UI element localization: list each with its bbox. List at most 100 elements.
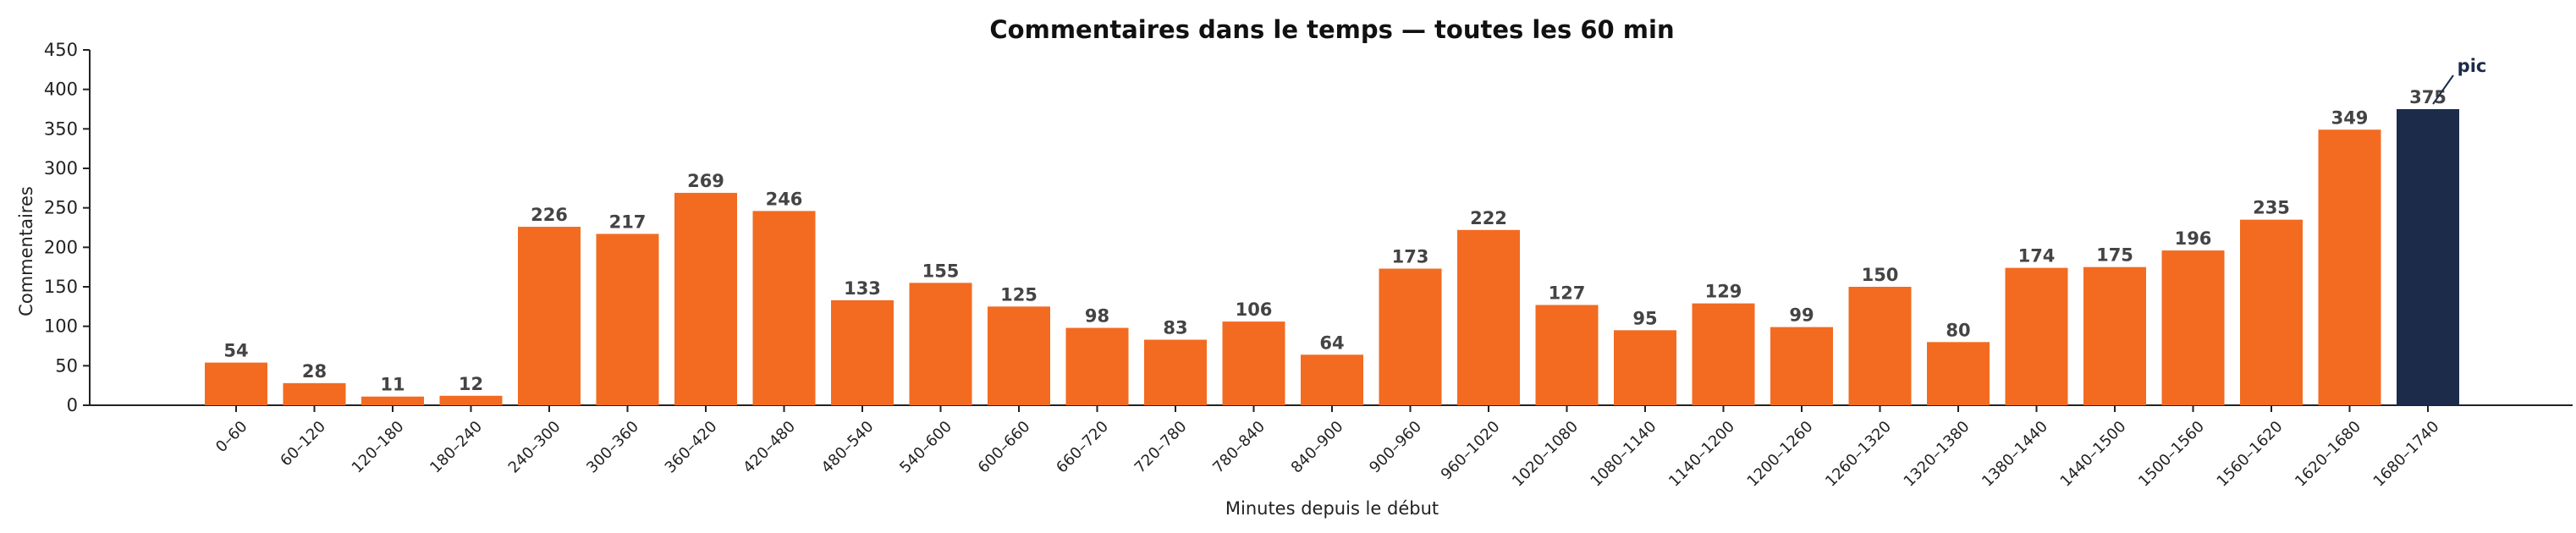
x-tick-label: 1260–1320 [1822,418,1895,491]
data-label: 125 [1000,284,1038,305]
data-label: 150 [1862,265,1899,285]
data-label: 174 [2018,246,2056,266]
x-tick-label: 1620–1680 [2292,418,2364,491]
x-tick-label: 840–900 [1288,418,1347,477]
bar [2083,266,2146,405]
bar [1535,305,1599,405]
y-tick-label: 400 [44,80,78,100]
data-label: 129 [1705,282,1742,302]
x-tick-label: 720–780 [1131,418,1191,477]
y-tick-label: 50 [55,355,78,376]
data-label: 127 [1549,283,1586,303]
data-label: 99 [1789,305,1814,326]
x-tick-label: 300–360 [583,418,642,477]
bar [674,192,737,405]
x-tick-label: 480–540 [818,418,878,477]
y-axis: 0 50 100 150 200 250 300 350 400 450 [44,40,91,415]
x-tick-label: 180–240 [427,418,486,477]
bar [1614,330,1676,405]
x-tick-label: 600–660 [975,418,1034,477]
chart-title: Commentaires dans le temps — toutes les … [989,15,1674,44]
data-label: 222 [1470,208,1507,228]
bar [1457,229,1520,405]
bar [205,362,267,405]
bar [752,211,816,405]
bar [2318,129,2381,405]
annotation-arrow [2432,74,2454,105]
data-label: 173 [1392,247,1429,267]
x-tick-label: 240–300 [505,418,564,477]
data-label: 217 [609,212,647,232]
x-tick-label: 780–840 [1209,418,1269,477]
data-labels: 54 28 11 12 226 217 269 246 133 155 125 98 83 106 64 17… [223,87,2447,395]
x-tick-label: 120–180 [349,418,408,477]
data-label: 155 [922,261,960,281]
bar [361,396,424,405]
data-label: 80 [1946,320,1970,340]
x-tick-label: 1380–1440 [1979,418,2051,491]
data-label: 12 [459,374,483,394]
x-tick-label: 1320–1380 [1901,418,1973,491]
data-label: 83 [1163,318,1187,338]
bar [596,234,659,405]
data-label: 226 [531,205,568,225]
x-tick-label: 1020–1080 [1509,418,1582,491]
bar [831,299,894,405]
data-label: 375 [2409,87,2447,107]
x-tick-label: 360–420 [662,418,721,477]
data-label: 349 [2331,107,2369,128]
bar [2397,109,2459,405]
x-tick-label: 540–600 [896,418,955,477]
bar [988,306,1050,405]
x-tick-label: 1680–1740 [2370,418,2443,491]
y-tick-label: 0 [67,395,78,415]
x-tick-label: 660–720 [1053,418,1112,477]
x-axis: 0–60 60–120 120–180 180–240 240–300 300–360 36… [90,404,2573,491]
data-label: 54 [223,341,248,361]
bar [1692,303,1755,405]
bar [1222,321,1285,405]
data-label: 28 [302,361,327,382]
y-tick-label: 450 [44,40,78,60]
data-label: 106 [1236,299,1273,320]
data-label: 98 [1085,306,1109,327]
data-label: 246 [766,189,803,209]
bar [1927,342,1990,405]
y-tick-label: 200 [44,237,78,257]
bar [1848,287,1912,405]
annotation-label: pic [2458,56,2487,76]
x-axis-label: Minutes depuis le début [1225,498,1439,519]
bar [2005,267,2068,405]
data-label: 269 [687,171,724,191]
x-tick-label: 1140–1200 [1665,418,1738,491]
data-label: 175 [2096,245,2133,266]
bar [283,382,346,405]
bar [439,395,503,405]
bar [1065,327,1129,405]
y-tick-label: 250 [44,198,78,218]
y-tick-label: 300 [44,158,78,179]
bar [909,283,972,405]
x-tick-label: 1500–1560 [2135,418,2208,491]
bar [1770,327,1833,405]
x-tick-label: 60–120 [277,418,329,470]
data-label: 235 [2253,198,2290,218]
y-tick-label: 350 [44,118,78,139]
data-label: 95 [1632,308,1657,328]
x-tick-label: 960–1020 [1438,418,1504,484]
y-tick-label: 100 [44,316,78,337]
x-tick-label: 0–60 [212,418,251,457]
data-label: 11 [380,375,405,395]
x-tick-label: 420–480 [740,418,799,477]
x-tick-label: 1200–1260 [1744,418,1817,491]
y-axis-label: Commentaires [16,186,36,316]
annotation: pic [2432,56,2487,105]
bar [518,227,581,405]
data-label: 196 [2175,228,2212,249]
data-label: 133 [844,278,881,299]
bar [1144,339,1207,405]
bar [1301,354,1363,405]
x-tick-label: 900–960 [1366,418,1425,477]
